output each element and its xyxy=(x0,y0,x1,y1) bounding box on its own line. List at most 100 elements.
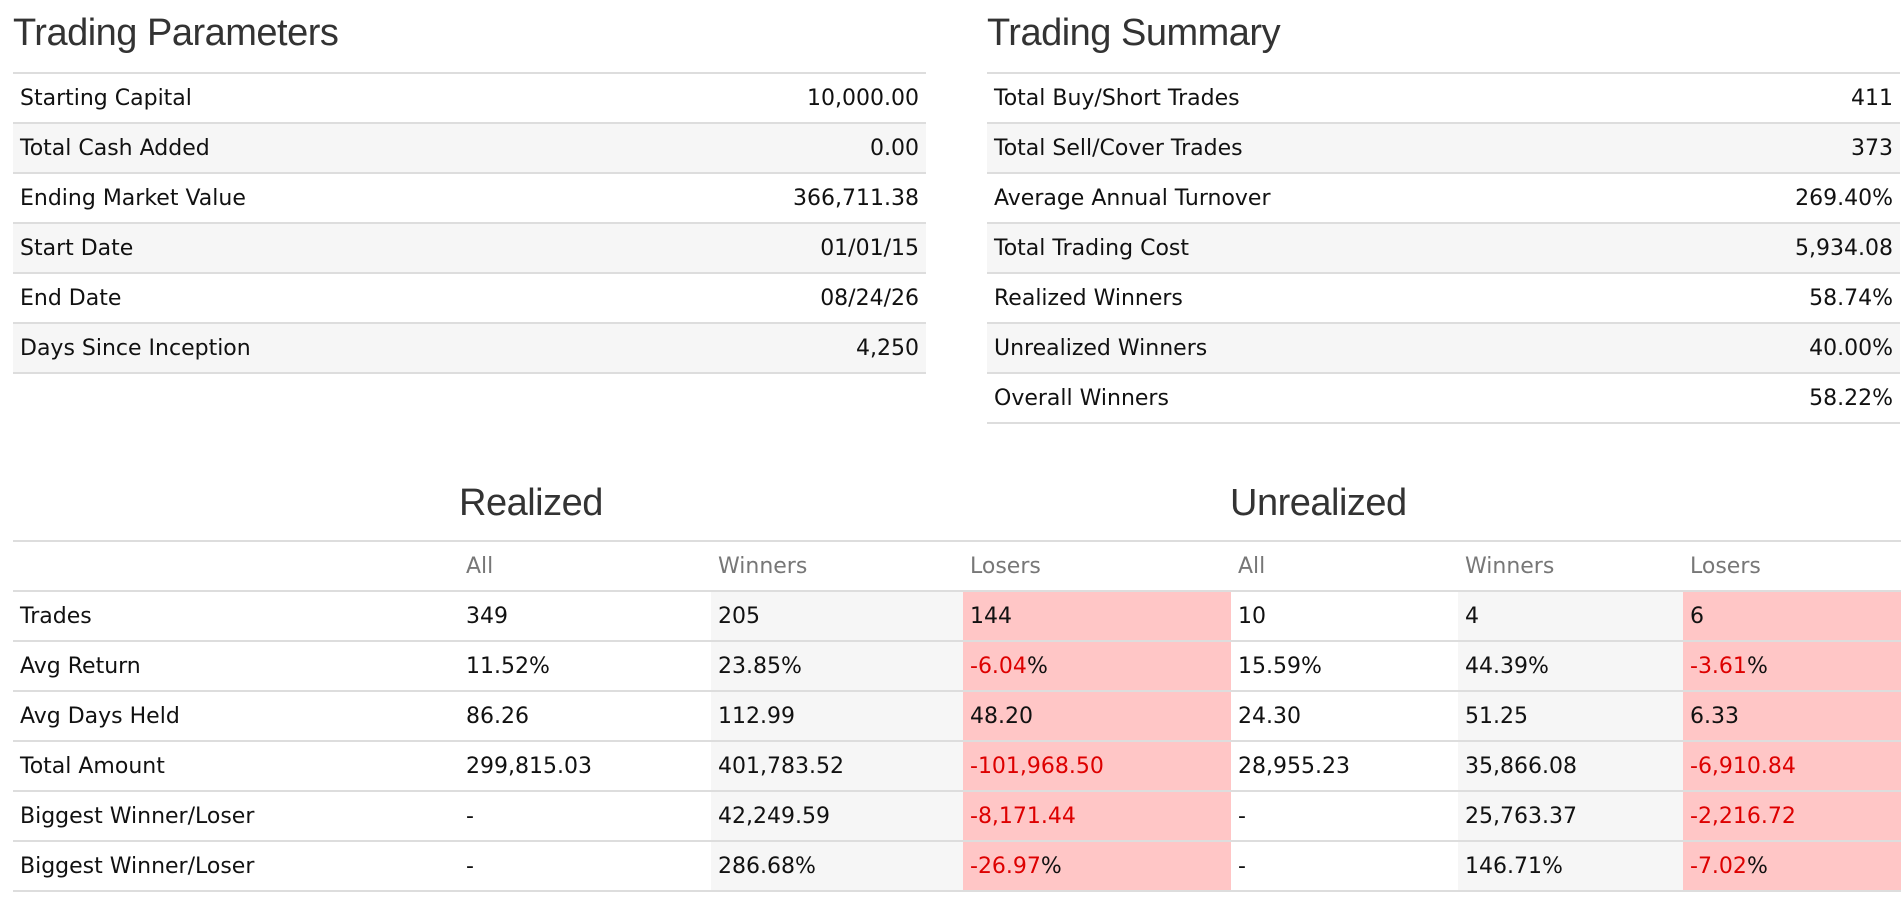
row-label: Total Cash Added xyxy=(13,122,594,173)
realized-losers-negative: -8,171.44 xyxy=(970,803,1076,829)
row-value: 58.22% xyxy=(1646,372,1900,424)
row-label: End Date xyxy=(13,272,594,323)
header-realized-all: All xyxy=(459,540,711,591)
unrealized-losers-text: 6.33 xyxy=(1690,703,1739,729)
realized-winners-cell: 286.68% xyxy=(711,840,963,892)
unrealized-losers-text: % xyxy=(1746,653,1768,679)
realized-losers-text: % xyxy=(1026,653,1048,679)
trading-summary-table: Total Buy/Short Trades 411 Total Sell/Cove… xyxy=(987,72,1900,424)
realized-losers-cell: -8,171.44 xyxy=(963,790,1231,841)
unrealized-all-cell: 15.59% xyxy=(1231,640,1458,691)
stats-row: Avg Days Held 86.26 112.99 48.20 24.30 51.25 6… xyxy=(13,690,1901,741)
realized-losers-cell: 48.20 xyxy=(963,690,1231,741)
unrealized-losers-text: 6 xyxy=(1690,603,1704,629)
row-value: 0.00 xyxy=(593,122,926,173)
stats-row-label: Biggest Winner/Loser xyxy=(13,840,459,892)
table-row: Total Cash Added 0.00 xyxy=(13,122,926,173)
realized-losers-text: % xyxy=(1040,853,1062,879)
table-row: Realized Winners 58.74% xyxy=(987,272,1900,323)
row-value: 40.00% xyxy=(1646,322,1900,373)
unrealized-losers-negative: -7.02 xyxy=(1690,853,1747,879)
unrealized-all-cell: 10 xyxy=(1231,590,1458,641)
stats-row-label: Biggest Winner/Loser xyxy=(13,790,459,841)
row-label: Start Date xyxy=(13,222,594,273)
row-label: Total Buy/Short Trades xyxy=(987,72,1646,123)
unrealized-winners-cell: 146.71% xyxy=(1458,840,1683,892)
table-row: Total Buy/Short Trades 411 xyxy=(987,72,1900,123)
stats-row-label: Avg Days Held xyxy=(13,690,459,741)
unrealized-winners-cell: 4 xyxy=(1458,590,1683,641)
row-value: 10,000.00 xyxy=(593,72,926,123)
row-value: 58.74% xyxy=(1646,272,1900,323)
stats-header-row: All Winners Losers All Winners Losers xyxy=(13,540,1901,591)
header-realized-winners: Winners xyxy=(711,540,963,591)
realized-winners-cell: 23.85% xyxy=(711,640,963,691)
row-value: 373 xyxy=(1646,122,1900,173)
unrealized-title: Unrealized xyxy=(1230,482,1407,524)
realized-title: Realized xyxy=(459,482,603,524)
row-value: 08/24/26 xyxy=(593,272,926,323)
unrealized-all-cell: 28,955.23 xyxy=(1231,740,1458,791)
realized-all-cell: 86.26 xyxy=(459,690,711,741)
realized-all-cell: - xyxy=(459,840,711,892)
table-row: Unrealized Winners 40.00% xyxy=(987,322,1900,373)
row-label: Unrealized Winners xyxy=(987,322,1646,373)
header-realized-losers: Losers xyxy=(963,540,1231,591)
realized-losers-cell: -6.04% xyxy=(963,640,1231,691)
realized-all-cell: 349 xyxy=(459,590,711,641)
realized-winners-cell: 401,783.52 xyxy=(711,740,963,791)
header-unrealized-all: All xyxy=(1231,540,1458,591)
table-row: Average Annual Turnover 269.40% xyxy=(987,172,1900,223)
row-label: Total Sell/Cover Trades xyxy=(987,122,1646,173)
row-label: Total Trading Cost xyxy=(987,222,1646,273)
row-label: Ending Market Value xyxy=(13,172,594,223)
stats-row: Trades 349 205 144 10 4 6 xyxy=(13,590,1901,641)
unrealized-winners-cell: 51.25 xyxy=(1458,690,1683,741)
table-row: Total Trading Cost 5,934.08 xyxy=(987,222,1900,273)
trading-parameters-title: Trading Parameters xyxy=(13,12,339,54)
table-row: Days Since Inception 4,250 xyxy=(13,322,926,374)
header-unrealized-winners: Winners xyxy=(1458,540,1683,591)
unrealized-losers-cell: -6,910.84 xyxy=(1683,740,1901,791)
trading-summary-title: Trading Summary xyxy=(987,12,1281,54)
realized-losers-negative: -6.04 xyxy=(970,653,1027,679)
unrealized-all-cell: - xyxy=(1231,840,1458,892)
table-row: Total Sell/Cover Trades 373 xyxy=(987,122,1900,173)
stats-row: Avg Return 11.52% 23.85% -6.04% 15.59% 44.39%… xyxy=(13,640,1901,691)
header-blank xyxy=(13,540,459,591)
table-row: Ending Market Value 366,711.38 xyxy=(13,172,926,223)
stats-row-label: Trades xyxy=(13,590,459,641)
unrealized-all-cell: 24.30 xyxy=(1231,690,1458,741)
trading-parameters-table: Starting Capital 10,000.00 Total Cash Adde… xyxy=(13,72,926,374)
unrealized-losers-cell: -2,216.72 xyxy=(1683,790,1901,841)
realized-all-cell: 299,815.03 xyxy=(459,740,711,791)
unrealized-all-cell: - xyxy=(1231,790,1458,841)
realized-losers-cell: -101,968.50 xyxy=(963,740,1231,791)
stats-row: Biggest Winner/Loser - 42,249.59 -8,171.44 -… xyxy=(13,790,1901,841)
header-unrealized-losers: Losers xyxy=(1683,540,1901,591)
unrealized-losers-negative: -2,216.72 xyxy=(1690,803,1796,829)
realized-losers-text: 48.20 xyxy=(970,703,1033,729)
row-value: 4,250 xyxy=(593,322,926,374)
realized-losers-cell: -26.97% xyxy=(963,840,1231,892)
row-value: 5,934.08 xyxy=(1646,222,1900,273)
row-label: Realized Winners xyxy=(987,272,1646,323)
realized-winners-cell: 205 xyxy=(711,590,963,641)
table-row: Overall Winners 58.22% xyxy=(987,372,1900,424)
row-label: Overall Winners xyxy=(987,372,1646,424)
unrealized-winners-cell: 44.39% xyxy=(1458,640,1683,691)
row-value: 01/01/15 xyxy=(593,222,926,273)
row-value: 411 xyxy=(1646,72,1900,123)
realized-losers-negative: -101,968.50 xyxy=(970,753,1104,779)
unrealized-winners-cell: 25,763.37 xyxy=(1458,790,1683,841)
row-label: Starting Capital xyxy=(13,72,594,123)
stats-row-label: Total Amount xyxy=(13,740,459,791)
table-row: Start Date 01/01/15 xyxy=(13,222,926,273)
row-label: Average Annual Turnover xyxy=(987,172,1646,223)
realized-winners-cell: 42,249.59 xyxy=(711,790,963,841)
realized-losers-text: 144 xyxy=(970,603,1012,629)
unrealized-losers-cell: -7.02% xyxy=(1683,840,1901,892)
unrealized-losers-cell: -3.61% xyxy=(1683,640,1901,691)
stats-row-label: Avg Return xyxy=(13,640,459,691)
realized-all-cell: 11.52% xyxy=(459,640,711,691)
